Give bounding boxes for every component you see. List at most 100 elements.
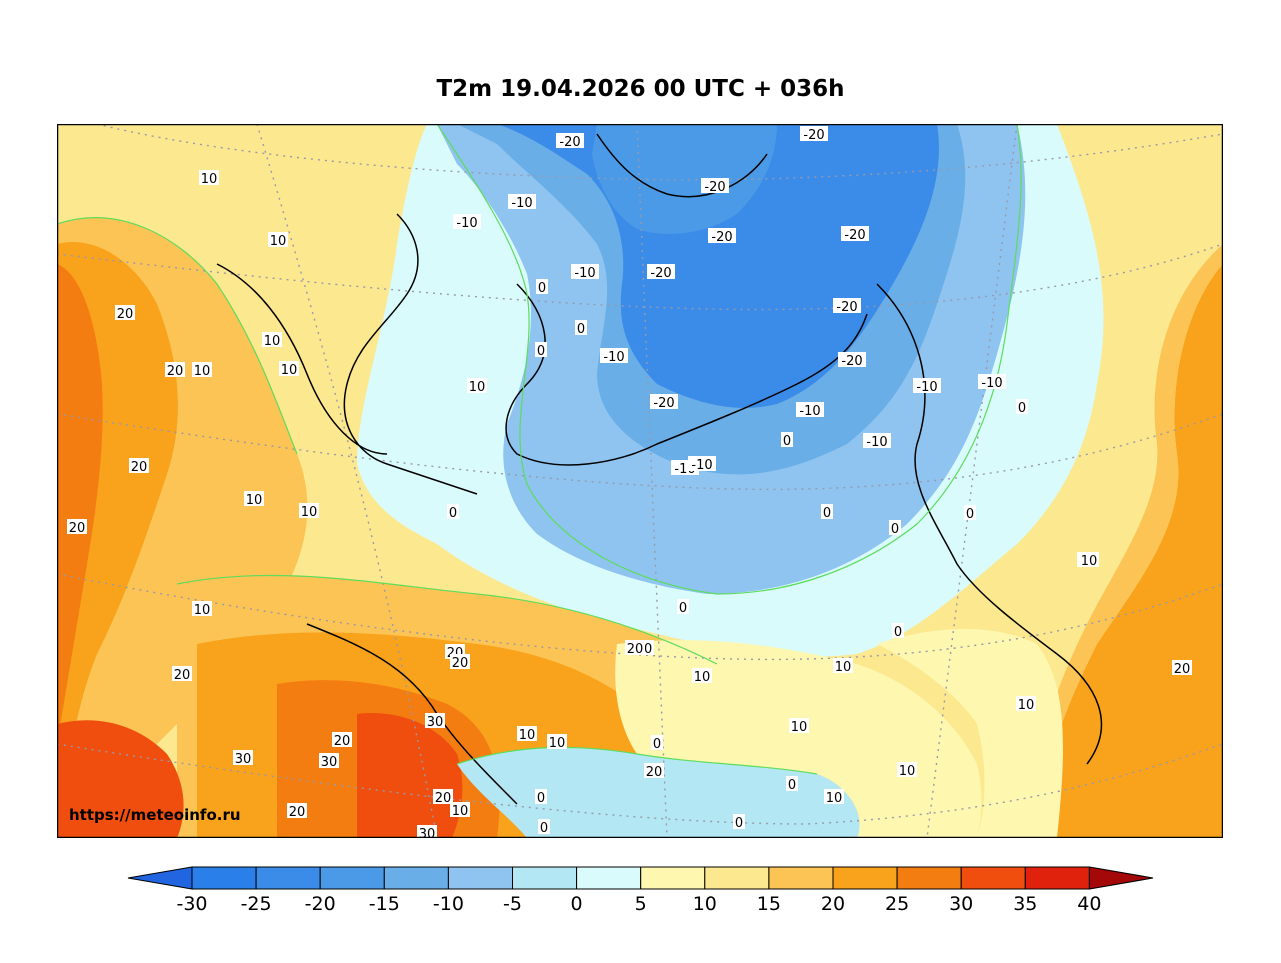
contour-label-bg	[897, 762, 917, 777]
contour-label-bg	[692, 668, 712, 683]
contour-label-bg	[450, 802, 470, 817]
contour-label: 0	[823, 506, 831, 521]
contour-label: 10	[791, 720, 808, 735]
contour-label: -10	[456, 216, 477, 231]
contour-label: 0	[891, 522, 899, 537]
contour-label: 10	[519, 728, 536, 743]
desert-hot-region	[357, 713, 463, 838]
contour-label-bg	[268, 232, 288, 247]
contour-label-bg	[536, 279, 548, 294]
contour-label: 20	[174, 668, 191, 683]
contour-label: -20	[836, 300, 857, 315]
colorbar-segment	[191, 866, 257, 890]
colorbar-tick-label: 40	[1077, 893, 1101, 915]
contour-label: -20	[653, 396, 674, 411]
contour-label: 10	[694, 670, 711, 685]
contour-label-bg	[262, 332, 282, 347]
colorbar-tick-label: -15	[369, 893, 400, 915]
contour-label: -20	[841, 354, 862, 369]
contour-label-bg	[650, 394, 678, 409]
contour-label: 20	[334, 734, 351, 749]
contour-label: 10	[826, 791, 843, 806]
colorbar-segment	[960, 866, 1026, 890]
colorbar-tick-label: 5	[635, 893, 647, 915]
colorbar-tick-label: 20	[821, 893, 845, 915]
colorbar-over-triangle	[1088, 866, 1154, 890]
contour-label: 30	[427, 715, 444, 730]
contour-label-bg	[688, 456, 716, 471]
contour-label-bg	[841, 226, 869, 241]
contour-label-bg	[299, 503, 319, 518]
contour-label: 20	[131, 460, 148, 475]
contour-label-bg	[647, 264, 675, 279]
contour-label: 0	[735, 816, 743, 831]
contour-label: 10	[899, 764, 916, 779]
contour-label: 10	[264, 334, 281, 349]
contour-label-bg	[332, 732, 352, 747]
contour-label-bg	[833, 298, 861, 313]
contour-label-bg	[892, 623, 904, 638]
graticule	[57, 124, 1223, 838]
temperature-map: -20 -20 -10 -20 -10 -20 -10 -20 -20 -20 -20 -10 -20 -…	[57, 124, 1223, 838]
colorbar-segment	[576, 866, 642, 890]
contour-label: 20	[69, 521, 86, 536]
contour-label-bg	[1079, 552, 1099, 567]
contour-label-bg	[453, 214, 481, 229]
contour-label: 10	[301, 505, 318, 520]
contour-label: 0	[540, 821, 548, 836]
colorbar-segment	[640, 866, 706, 890]
pacific-mild-region	[1031, 244, 1223, 838]
contour-label-bg	[913, 378, 941, 393]
contour-label-bg	[417, 825, 437, 838]
colorbar-tick-label: -25	[241, 893, 272, 915]
contour-label-bg	[863, 433, 891, 448]
contour-label-bg	[575, 320, 587, 335]
contour-label-bg	[467, 378, 487, 393]
contour-label-bg	[964, 505, 976, 520]
greenland-region	[592, 124, 777, 234]
contour-label-bg	[821, 504, 833, 519]
contour-label: 20	[117, 307, 134, 322]
contour-label: 10	[452, 804, 469, 819]
contour-label: -10	[511, 196, 532, 211]
himalaya-region	[457, 747, 860, 838]
contour-label: 20	[289, 805, 306, 820]
east-asia-region	[877, 629, 1063, 838]
contour-label-bg	[800, 126, 828, 141]
colorbar-segment	[447, 866, 513, 890]
contour-label-bg	[67, 519, 87, 534]
contour-label-bg	[319, 753, 339, 768]
contour-label: 0	[783, 434, 791, 449]
contour-label: 20	[452, 656, 469, 671]
contour-label: 0	[537, 791, 545, 806]
contour-label: 20	[646, 765, 663, 780]
colorbar-under-triangle	[127, 866, 193, 890]
contour-label: 10	[246, 493, 263, 508]
contour-label: 20	[435, 791, 452, 806]
contour-label-bg	[824, 789, 844, 804]
colorbar-tick-label: 30	[949, 893, 973, 915]
colorbar-tick-label: -20	[305, 893, 336, 915]
contour-label-bg	[279, 361, 299, 376]
contour-label-bg	[833, 658, 853, 673]
colorbar-tick-label: 25	[885, 893, 909, 915]
colorbar-segment	[1024, 866, 1090, 890]
contour-label-bg	[517, 726, 537, 741]
contour-label-bg	[425, 713, 445, 728]
contour-label: 10	[194, 603, 211, 618]
contour-label-bg	[1172, 660, 1192, 675]
contour-label: 0	[537, 344, 545, 359]
colorbar-segment	[383, 866, 449, 890]
contour-label: -20	[803, 128, 824, 143]
contour-label: -10	[981, 376, 1002, 391]
colorbar-segment	[832, 866, 898, 890]
contour-label: -10	[799, 404, 820, 419]
colorbar-tick-label: -30	[176, 893, 207, 915]
contour-label: 30	[235, 752, 252, 767]
contour-label: 10	[194, 364, 211, 379]
contour-label-bg	[450, 654, 470, 669]
map-frame	[57, 124, 1223, 838]
contour-label-bg	[233, 750, 253, 765]
contour-label: 0	[1018, 401, 1026, 416]
contour-label: 0	[653, 737, 661, 752]
